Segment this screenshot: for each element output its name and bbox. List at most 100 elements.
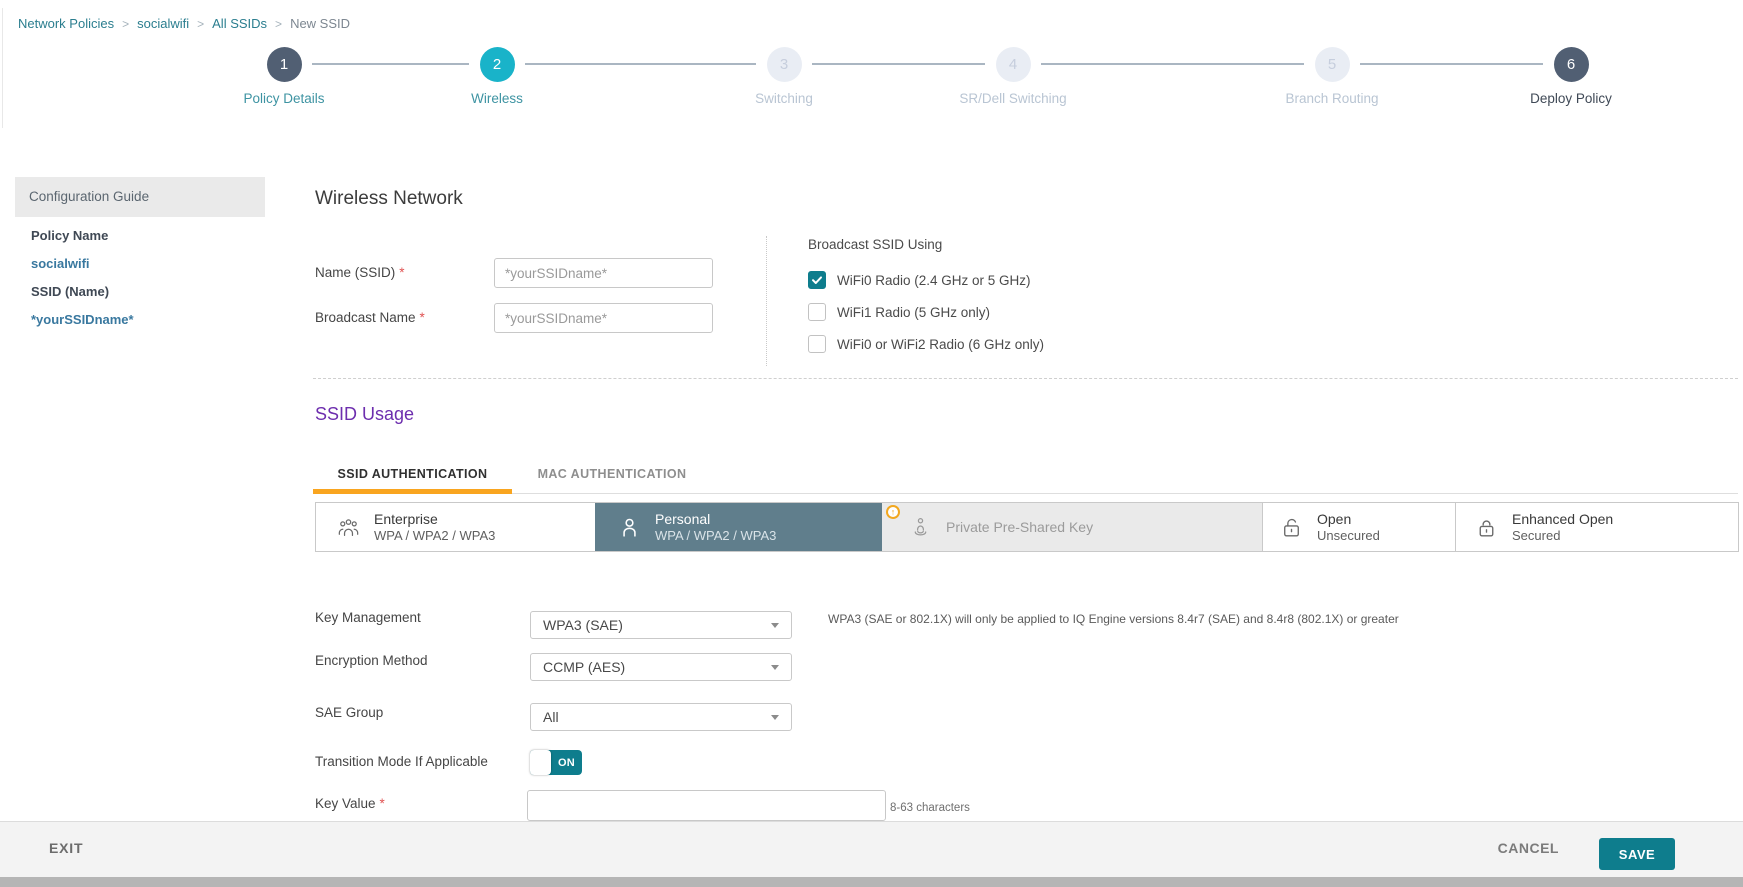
- exit-button[interactable]: EXIT: [43, 839, 89, 857]
- encryption-method-label: Encryption Method: [315, 653, 428, 668]
- horizontal-scrollbar[interactable]: [0, 877, 1743, 887]
- name-ssid-input[interactable]: [494, 258, 713, 288]
- tab-mac-authentication[interactable]: MAC AUTHENTICATION: [537, 467, 687, 481]
- step-connector: [812, 63, 985, 65]
- key-value-label-text: Key Value: [315, 796, 376, 811]
- step-circle[interactable]: 6: [1553, 47, 1589, 82]
- ssid-usage-tabs: SSID AUTHENTICATION MAC AUTHENTICATION: [313, 458, 712, 490]
- horizontal-dashed-divider: [313, 378, 1738, 379]
- step-circle[interactable]: 4: [995, 47, 1031, 82]
- key-value-label: Key Value *: [315, 796, 385, 811]
- ssid-usage-title: SSID Usage: [315, 404, 415, 424]
- transition-mode-label: Transition Mode If Applicable: [315, 754, 488, 769]
- auth-card-subtitle: Unsecured: [1317, 527, 1380, 543]
- name-ssid-label-text: Name (SSID): [315, 265, 396, 280]
- person-icon: [617, 515, 642, 540]
- toggle-knob[interactable]: [530, 750, 551, 775]
- checkbox-checked-icon[interactable]: [808, 271, 826, 289]
- broadcast-name-label-text: Broadcast Name: [315, 310, 416, 325]
- step-circle[interactable]: 3: [766, 47, 802, 82]
- step-wireless[interactable]: 2 Wireless: [412, 47, 582, 106]
- breadcrumb-socialwifi[interactable]: socialwifi: [137, 16, 190, 31]
- step-circle[interactable]: 1: [266, 47, 302, 82]
- auth-card-subtitle: Secured: [1512, 527, 1561, 543]
- wpa3-version-note: WPA3 (SAE or 802.1X) will only be applie…: [828, 612, 1399, 626]
- sidebar-ssid-name-heading: SSID (Name): [31, 284, 110, 299]
- page-title: Wireless Network: [315, 188, 463, 209]
- configuration-guide-list: Policy Name socialwifi SSID (Name) *your…: [31, 222, 134, 334]
- auth-card-title: Enterprise: [374, 510, 438, 527]
- step-connector: [525, 63, 756, 65]
- step-connector: [1041, 63, 1304, 65]
- wifi1-radio-checkbox-row[interactable]: WiFi1 Radio (5 GHz only): [808, 303, 990, 321]
- checkbox-label: WiFi0 Radio (2.4 GHz or 5 GHz): [837, 272, 1031, 288]
- checkbox-unchecked-icon[interactable]: [808, 335, 826, 353]
- breadcrumb-new-ssid: New SSID: [290, 16, 351, 31]
- step-label: Deploy Policy: [1530, 91, 1612, 106]
- broadcast-ssid-using-label: Broadcast SSID Using: [808, 237, 943, 252]
- step-label: Policy Details: [243, 91, 325, 106]
- auth-card-title: Open: [1317, 510, 1352, 527]
- key-management-label: Key Management: [315, 610, 421, 625]
- cancel-button[interactable]: CANCEL: [1492, 839, 1565, 857]
- step-circle[interactable]: 5: [1314, 47, 1350, 82]
- key-value-input[interactable]: [527, 790, 886, 821]
- checkbox-unchecked-icon[interactable]: [808, 303, 826, 321]
- required-asterisk: *: [379, 796, 385, 811]
- step-connector: [1360, 63, 1543, 65]
- active-tab-indicator: [313, 489, 512, 494]
- encryption-method-select[interactable]: CCMP (AES): [530, 653, 792, 681]
- step-sr-dell-switching[interactable]: 4 SR/Dell Switching: [928, 47, 1098, 106]
- tab-ssid-authentication[interactable]: SSID AUTHENTICATION: [337, 467, 488, 481]
- encryption-method-value: CCMP (AES): [543, 659, 626, 675]
- auth-card-subtitle: WPA / WPA2 / WPA3: [374, 527, 496, 543]
- auth-type-cards: Enterprise WPA / WPA2 / WPA3 Personal WP…: [315, 502, 1739, 552]
- auth-card-private-pre-shared-key[interactable]: ↑ Private Pre-Shared Key: [882, 503, 1262, 551]
- lock-icon: [1474, 515, 1499, 540]
- step-policy-details[interactable]: 1 Policy Details: [199, 47, 369, 106]
- step-label: Switching: [755, 91, 813, 106]
- required-asterisk: *: [399, 265, 405, 280]
- broadcast-name-input[interactable]: [494, 303, 713, 333]
- save-button[interactable]: SAVE: [1599, 838, 1675, 870]
- panel-edge-line: [2, 8, 3, 128]
- auth-card-title: Private Pre-Shared Key: [946, 518, 1094, 535]
- name-ssid-label: Name (SSID) *: [315, 265, 405, 280]
- step-switching[interactable]: 3 Switching: [699, 47, 869, 106]
- configuration-guide-header: Configuration Guide: [15, 177, 265, 217]
- auth-card-open[interactable]: Open Unsecured: [1262, 503, 1455, 551]
- sae-group-select[interactable]: All: [530, 703, 792, 731]
- person-rings-icon: [908, 515, 933, 540]
- wifi0-radio-checkbox-row[interactable]: WiFi0 Radio (2.4 GHz or 5 GHz): [808, 271, 1031, 289]
- step-deploy-policy[interactable]: 6 Deploy Policy: [1486, 47, 1656, 106]
- sae-group-value: All: [543, 709, 559, 725]
- auth-card-enhanced-open[interactable]: Enhanced Open Secured: [1455, 503, 1738, 551]
- broadcast-name-label: Broadcast Name *: [315, 310, 425, 325]
- auth-card-title: Enhanced Open: [1512, 510, 1614, 527]
- auth-card-title: Personal: [655, 510, 711, 527]
- auth-card-enterprise[interactable]: Enterprise WPA / WPA2 / WPA3: [316, 503, 595, 551]
- breadcrumb-network-policies[interactable]: Network Policies: [18, 16, 115, 31]
- sidebar-policy-name-link[interactable]: socialwifi: [31, 256, 90, 271]
- sae-group-label: SAE Group: [315, 705, 384, 720]
- transition-mode-toggle[interactable]: ON: [530, 750, 582, 775]
- step-branch-routing[interactable]: 5 Branch Routing: [1247, 47, 1417, 106]
- chevron-down-icon: [771, 664, 779, 670]
- step-label: SR/Dell Switching: [959, 91, 1067, 106]
- upgrade-arrow-badge-icon: ↑: [886, 505, 900, 519]
- group-icon: [336, 515, 361, 540]
- required-asterisk: *: [419, 310, 425, 325]
- key-management-select[interactable]: WPA3 (SAE): [530, 611, 792, 639]
- breadcrumb-all-ssids[interactable]: All SSIDs: [212, 16, 268, 31]
- wifi2-radio-checkbox-row[interactable]: WiFi0 or WiFi2 Radio (6 GHz only): [808, 335, 1044, 353]
- step-label: Branch Routing: [1285, 91, 1379, 106]
- step-circle[interactable]: 2: [479, 47, 515, 82]
- key-management-value: WPA3 (SAE): [543, 617, 623, 633]
- tab-underline-track: [313, 493, 1738, 494]
- breadcrumb-separator: >: [122, 16, 130, 31]
- toggle-on-label: ON: [557, 756, 576, 769]
- checkbox-label: WiFi1 Radio (5 GHz only): [837, 304, 991, 320]
- chevron-down-icon: [771, 622, 779, 628]
- sidebar-ssid-name-link[interactable]: *yourSSIDname*: [31, 312, 134, 327]
- auth-card-personal[interactable]: Personal WPA / WPA2 / WPA3: [595, 503, 882, 551]
